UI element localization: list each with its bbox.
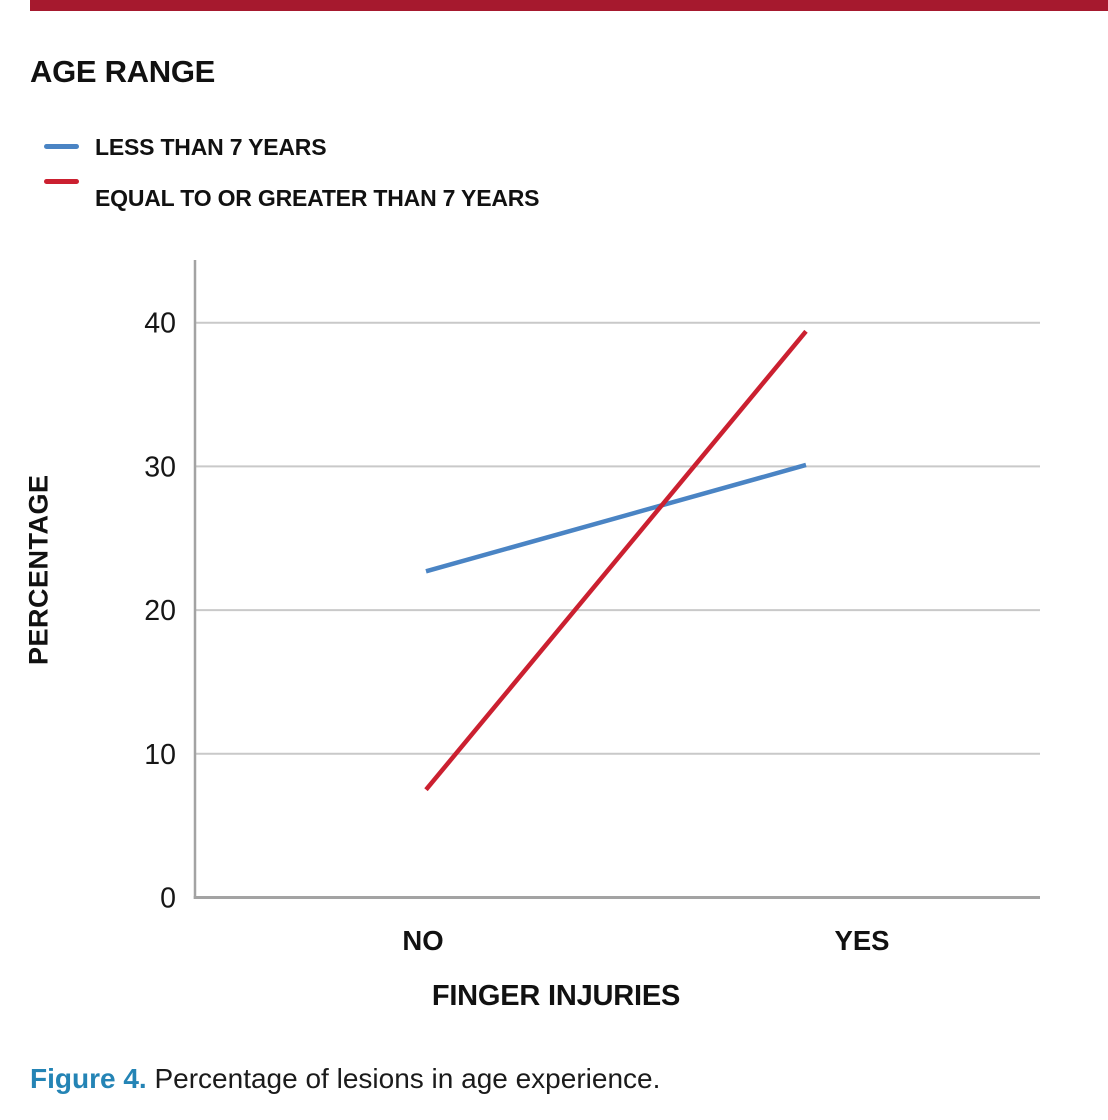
legend-swatch-less-than-7-years [44, 144, 79, 149]
legend-title: AGE RANGE [30, 54, 216, 89]
y-tick-label-20: 20 [144, 595, 176, 627]
series-line-less-than-7-years [425, 462, 807, 574]
legend-label-less-than-7-years: LESS THAN 7 YEARS [95, 134, 327, 160]
top-accent-bar [30, 0, 1108, 11]
legend-swatch-equal-or-greater-7-years [44, 179, 79, 184]
x-category-label-yes: YES [834, 925, 889, 956]
series-line-equal-to-or-greater-than-7-years [424, 329, 808, 792]
figure-caption-label: Figure 4. [30, 1063, 147, 1094]
y-tick-label-30: 30 [144, 451, 176, 483]
x-axis-title: FINGER INJURIES [431, 980, 681, 1012]
legend-label-equal-or-greater-7-years: EQUAL TO OR GREATER THAN 7 YEARS [95, 185, 540, 211]
y-tick-label-0: 0 [160, 883, 176, 915]
figure-caption: Figure 4. Percentage of lesions in age e… [30, 1062, 660, 1096]
figure-caption-text: Percentage of lesions in age experience. [154, 1063, 661, 1094]
y-tick-label-40: 40 [144, 308, 176, 340]
x-category-label-no: NO [402, 925, 443, 956]
y-tick-label-10: 10 [144, 739, 176, 771]
